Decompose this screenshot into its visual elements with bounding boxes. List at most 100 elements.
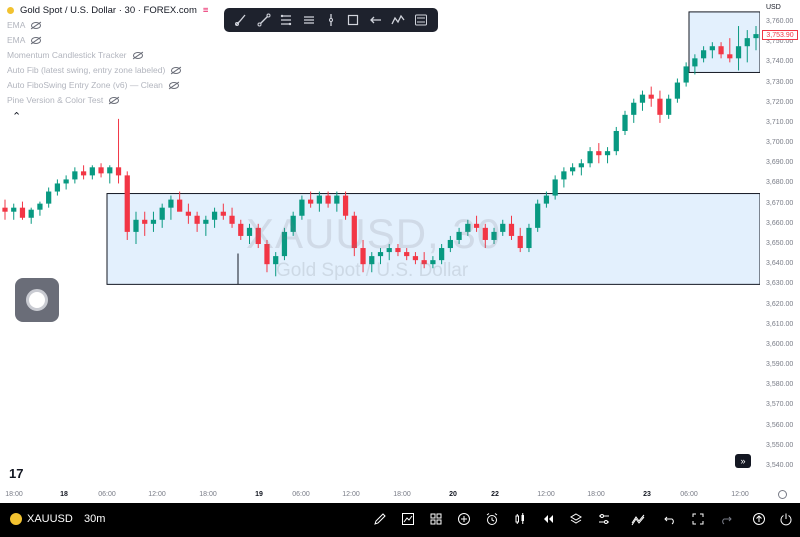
time-tick-label: 06:00 — [292, 491, 310, 498]
power-icon[interactable] — [778, 511, 794, 527]
timeframe-button[interactable]: 30m — [84, 513, 106, 525]
candle-body — [569, 167, 576, 172]
price-tick-label: 3,730.00 — [766, 78, 794, 86]
alarm-icon[interactable] — [484, 511, 500, 527]
chart-icon[interactable] — [400, 511, 416, 527]
candle-body — [561, 171, 567, 180]
collapse-legend-chevron-icon[interactable]: ⌃ — [12, 111, 22, 123]
indicators-icon[interactable] — [630, 511, 646, 527]
candle-body — [482, 227, 488, 240]
time-tick-label: 18:00 — [199, 491, 217, 498]
price-tick-label: 3,760.00 — [766, 18, 794, 25]
candle-body — [63, 179, 69, 184]
legend-row-pine-test[interactable]: Pine Version & Color Test — [7, 93, 208, 108]
legend-row-ema-2[interactable]: EMA — [7, 33, 208, 48]
candle-body — [535, 203, 541, 228]
eye-hidden-icon[interactable] — [171, 67, 182, 74]
arrow-left-icon[interactable] — [367, 11, 385, 29]
undo-icon[interactable] — [662, 511, 678, 527]
upload-icon[interactable] — [751, 511, 767, 527]
candle-body — [107, 167, 113, 174]
candle-body — [508, 223, 515, 236]
layers-icon[interactable] — [568, 511, 584, 527]
candle-body — [342, 195, 349, 216]
fullscreen-icon[interactable] — [690, 511, 706, 527]
candles-icon[interactable] — [512, 511, 528, 527]
time-tick-label: 18:00 — [393, 491, 411, 498]
trendline-icon[interactable] — [255, 11, 273, 29]
indicator-legend: Gold Spot / U.S. Dollar · 30 · FOREX.com… — [7, 3, 208, 108]
scroll-to-realtime-button[interactable]: » — [735, 454, 751, 468]
price-tick-label: 3,740.00 — [766, 58, 794, 66]
candle-body — [500, 223, 506, 232]
sliders-icon[interactable] — [596, 511, 612, 527]
axis-settings-icon[interactable] — [778, 490, 787, 499]
currency-label: USD — [766, 4, 781, 11]
symbol-dot-icon — [7, 7, 14, 14]
legend-row-ema-1[interactable]: EMA — [7, 18, 208, 33]
legend-row-auto-fib[interactable]: Auto Fib (latest swing, entry zone label… — [7, 63, 208, 78]
price-scale[interactable]: USD 3,760.00 3,750.00 3,740.00 3,730.00 3,72… — [760, 0, 800, 485]
record-circle-icon — [26, 289, 48, 311]
time-tick-label: 06:00 — [98, 491, 116, 498]
candle-body — [439, 248, 445, 261]
candle-body — [465, 223, 471, 232]
legend-title: Gold Spot / U.S. Dollar · 30 · FOREX.com — [20, 5, 197, 16]
time-tick-label: 19 — [255, 491, 263, 498]
plus-icon[interactable] — [456, 511, 472, 527]
grid-icon[interactable] — [428, 511, 444, 527]
candle-body — [203, 219, 209, 224]
eye-hidden-icon[interactable] — [31, 22, 42, 29]
legend-title-row[interactable]: Gold Spot / U.S. Dollar · 30 · FOREX.com… — [7, 3, 208, 18]
candle-body — [377, 252, 384, 257]
price-chart[interactable] — [0, 0, 760, 485]
legend-label: Auto FiboSwing Entry Zone (v6) — Clean — [7, 80, 163, 90]
brush-icon[interactable] — [232, 11, 250, 29]
candle-body — [133, 219, 139, 232]
parallel-channel-icon[interactable] — [300, 11, 318, 29]
pattern-icon[interactable] — [389, 11, 407, 29]
eye-hidden-icon[interactable] — [31, 37, 42, 44]
candle-body — [308, 199, 314, 204]
eye-hidden-icon[interactable] — [168, 82, 179, 89]
candle-body — [37, 203, 43, 210]
price-tick-label: 3,610.00 — [766, 320, 794, 328]
pencil-icon[interactable] — [372, 511, 388, 527]
eye-hidden-icon[interactable] — [132, 52, 143, 59]
candle-body — [72, 171, 78, 180]
rewind-icon[interactable] — [540, 511, 556, 527]
candle-body — [639, 94, 646, 103]
fib-icon[interactable] — [277, 11, 295, 29]
candle-body — [177, 199, 183, 212]
candle-body — [412, 256, 419, 261]
candle-body — [360, 248, 366, 265]
watermark-symbol: XAUUSD, 30 — [246, 210, 502, 257]
price-tick-label: 3,720.00 — [766, 98, 794, 106]
candle-body — [185, 211, 192, 216]
candle-body — [325, 195, 331, 204]
time-tick-label: 22 — [491, 491, 499, 498]
candle-body — [142, 219, 148, 224]
eye-hidden-icon[interactable] — [109, 97, 120, 104]
symbol-button[interactable]: XAUUSD — [27, 513, 73, 525]
candle-body — [447, 239, 453, 249]
menu-icon[interactable]: ≡ — [202, 5, 209, 16]
price-tick-label: 3,590.00 — [766, 361, 794, 369]
legend-row-fibo-swing[interactable]: Auto FiboSwing Entry Zone (v6) — Clean — [7, 78, 208, 93]
rectangle-icon[interactable] — [344, 11, 362, 29]
time-axis[interactable]: 18:00 18 06:00 12:00 18:00 19 06:00 12:00 18:00 2… — [0, 485, 800, 503]
candle-body — [648, 94, 654, 99]
candle-body — [281, 231, 288, 257]
candle-body — [229, 215, 235, 224]
legend-row-momentum[interactable]: Momentum Candlestick Tracker — [7, 48, 208, 63]
candle-body — [2, 207, 8, 212]
candle-body — [264, 244, 270, 265]
redo-icon[interactable] — [718, 511, 734, 527]
record-button[interactable] — [15, 278, 59, 322]
settings-lines-icon[interactable] — [412, 11, 430, 29]
vertical-line-icon[interactable] — [322, 11, 340, 29]
legend-label: EMA — [7, 20, 26, 30]
price-tick-label: 3,690.00 — [766, 159, 794, 167]
candle-body — [273, 256, 279, 265]
